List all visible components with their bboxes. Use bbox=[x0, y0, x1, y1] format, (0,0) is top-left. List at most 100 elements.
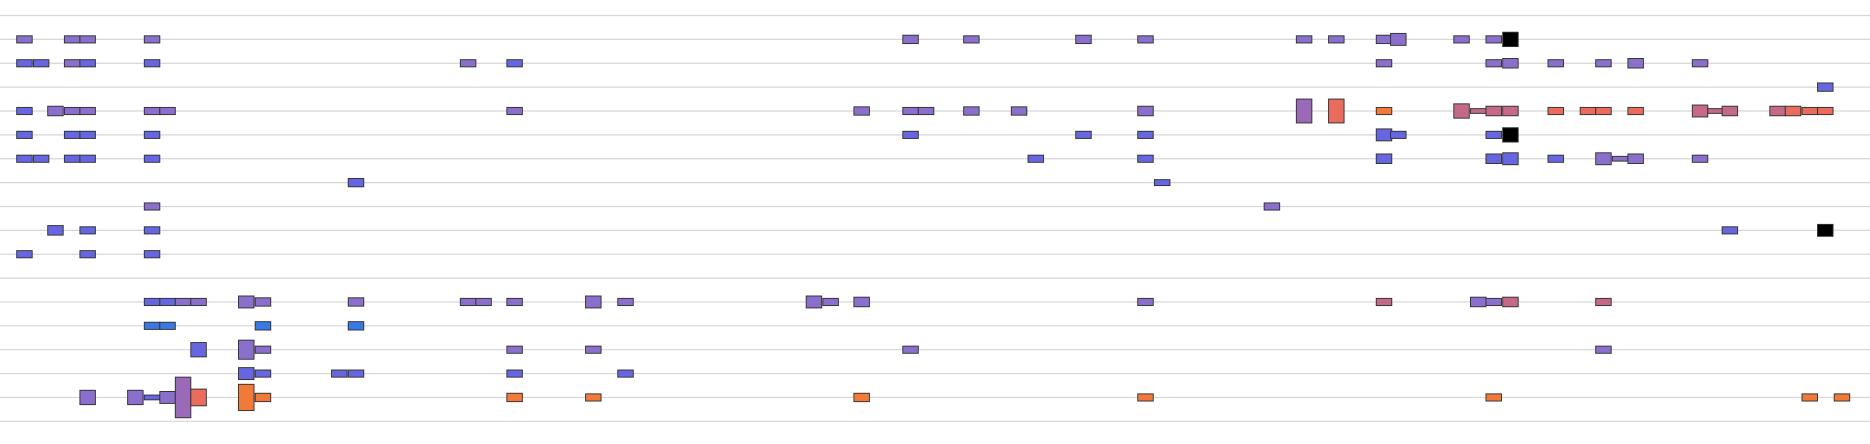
feature-glyph bbox=[238, 339, 255, 360]
feature-glyph bbox=[143, 130, 161, 139]
feature-glyph bbox=[617, 369, 634, 378]
feature-glyph bbox=[853, 392, 870, 403]
feature-glyph bbox=[159, 391, 176, 404]
feature-glyph bbox=[853, 296, 870, 308]
feature-glyph bbox=[1691, 59, 1709, 68]
feature-glyph bbox=[16, 250, 33, 259]
feature-glyph bbox=[254, 392, 272, 403]
feature-glyph bbox=[475, 297, 492, 307]
feature-glyph bbox=[1547, 59, 1564, 68]
feature-glyph bbox=[1375, 297, 1393, 307]
feature-glyph bbox=[1137, 105, 1154, 117]
feature-glyph bbox=[1691, 104, 1709, 118]
feature-glyph bbox=[159, 106, 176, 116]
feature-glyph bbox=[1485, 130, 1502, 139]
feature-glyph bbox=[1453, 103, 1470, 119]
feature-glyph bbox=[1502, 152, 1519, 166]
feature-glyph bbox=[16, 35, 33, 44]
feature-glyph bbox=[506, 345, 523, 354]
feature-glyph bbox=[853, 106, 870, 116]
feature-glyph bbox=[1027, 154, 1045, 163]
feature-glyph bbox=[1485, 35, 1502, 44]
feature-glyph bbox=[1627, 58, 1644, 69]
feature-glyph bbox=[1470, 296, 1487, 308]
feature-glyph bbox=[1502, 31, 1519, 48]
feature-glyph bbox=[1817, 106, 1834, 116]
feature-glyph bbox=[1390, 130, 1407, 139]
feature-glyph bbox=[1784, 105, 1802, 117]
feature-glyph bbox=[1485, 393, 1502, 402]
feature-glyph bbox=[238, 383, 255, 412]
feature-glyph bbox=[1817, 82, 1834, 92]
feature-glyph bbox=[1485, 297, 1502, 307]
feature-glyph bbox=[1769, 105, 1786, 117]
feature-glyph bbox=[143, 202, 161, 211]
feature-glyph bbox=[506, 369, 523, 378]
feature-glyph bbox=[174, 376, 192, 419]
feature-glyph bbox=[16, 59, 33, 68]
feature-glyph bbox=[238, 367, 255, 381]
feature-glyph bbox=[16, 130, 33, 139]
feature-glyph bbox=[32, 59, 50, 68]
feature-glyph bbox=[1801, 393, 1819, 402]
feature-glyph bbox=[1153, 179, 1171, 187]
feature-glyph bbox=[585, 345, 602, 354]
feature-glyph bbox=[1485, 105, 1502, 117]
feature-glyph bbox=[1375, 59, 1393, 68]
feature-glyph bbox=[1579, 106, 1597, 116]
feature-glyph bbox=[1547, 154, 1564, 163]
feature-glyph bbox=[1390, 32, 1407, 46]
feature-glyph bbox=[347, 369, 365, 378]
feature-glyph bbox=[127, 389, 144, 406]
feature-glyph bbox=[174, 297, 192, 307]
feature-glyph bbox=[143, 321, 161, 330]
feature-glyph bbox=[1485, 153, 1502, 164]
feature-glyph bbox=[16, 154, 33, 163]
feature-glyph bbox=[79, 226, 96, 235]
feature-glyph bbox=[1295, 98, 1313, 124]
feature-glyph bbox=[47, 225, 64, 236]
feature-glyph bbox=[506, 106, 523, 116]
feature-glyph bbox=[585, 393, 602, 402]
feature-glyph bbox=[459, 59, 477, 68]
feature-glyph bbox=[1833, 393, 1851, 402]
feature-glyph bbox=[1075, 34, 1092, 45]
feature-glyph bbox=[1137, 393, 1154, 402]
feature-glyph bbox=[238, 295, 255, 309]
feature-glyph bbox=[79, 130, 96, 139]
feature-glyph bbox=[143, 154, 161, 163]
feature-glyph bbox=[1453, 35, 1470, 44]
feature-glyph bbox=[1721, 105, 1739, 117]
feature-glyph bbox=[347, 297, 365, 307]
feature-glyph bbox=[1595, 297, 1612, 307]
feature-glyph bbox=[963, 35, 980, 44]
feature-glyph bbox=[143, 59, 161, 68]
feature-glyph bbox=[143, 106, 161, 116]
feature-glyph bbox=[79, 106, 96, 116]
feature-glyph bbox=[1295, 35, 1313, 44]
feature-glyph bbox=[1595, 59, 1612, 68]
feature-glyph bbox=[1611, 155, 1629, 162]
feature-glyph bbox=[1375, 106, 1393, 116]
feature-glyph bbox=[1801, 106, 1819, 116]
feature-glyph bbox=[1075, 130, 1092, 139]
feature-glyph bbox=[805, 295, 823, 309]
feature-glyph bbox=[143, 297, 161, 307]
feature-glyph bbox=[331, 369, 348, 378]
feature-glyph bbox=[63, 130, 81, 139]
feature-glyph bbox=[1328, 35, 1345, 44]
feature-glyph bbox=[917, 106, 935, 116]
feature-glyph bbox=[63, 35, 81, 44]
feature-glyph bbox=[143, 250, 161, 259]
feature-glyph bbox=[1502, 58, 1519, 69]
feature-glyph bbox=[79, 59, 96, 68]
feature-glyph bbox=[254, 297, 272, 307]
feature-glyph bbox=[459, 297, 477, 307]
feature-glyph bbox=[506, 59, 523, 68]
feature-glyph bbox=[79, 35, 96, 44]
feature-glyph bbox=[1502, 127, 1519, 143]
feature-glyph bbox=[143, 35, 161, 44]
feature-glyph bbox=[63, 154, 81, 163]
